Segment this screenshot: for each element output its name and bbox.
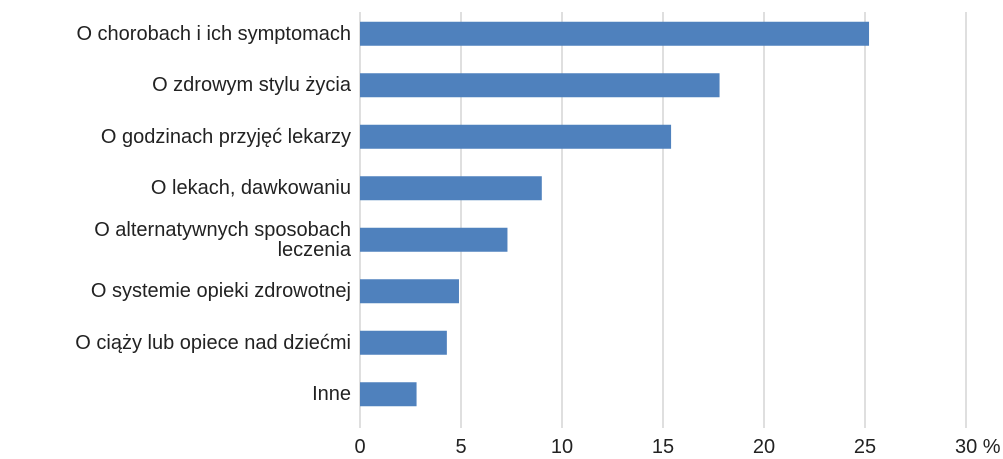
x-tick-label: 10	[551, 436, 573, 458]
bar	[360, 227, 508, 252]
y-tick-label: O chorobach i ich symptomach	[76, 22, 351, 45]
bar	[360, 124, 672, 149]
x-tick-label: 15	[652, 436, 674, 458]
bar	[360, 176, 542, 201]
y-tick-label: O systemie opieki zdrowotnej	[90, 280, 351, 303]
bar	[360, 21, 870, 46]
x-tick-label: 0	[354, 436, 365, 458]
bar	[360, 73, 720, 98]
x-tick-label: 5	[455, 436, 466, 458]
y-tick-label: Inne	[312, 383, 351, 406]
y-tick-label: O zdrowym stylu życia	[152, 74, 351, 97]
bar	[360, 330, 447, 355]
y-tick-label: O lekach, dawkowaniu	[150, 177, 351, 200]
y-tick-label: O alternatywnych sposobach leczenia	[94, 218, 351, 261]
bar	[360, 279, 459, 304]
x-tick-label: 25	[854, 436, 876, 458]
x-tick-label: 30 %	[955, 436, 1001, 458]
y-tick-label: O ciąży lub opiece nad dziećmi	[75, 331, 351, 354]
x-tick-label: 20	[753, 436, 775, 458]
bar	[360, 382, 417, 407]
y-tick-label: O godzinach przyjęć lekarzy	[100, 125, 351, 148]
